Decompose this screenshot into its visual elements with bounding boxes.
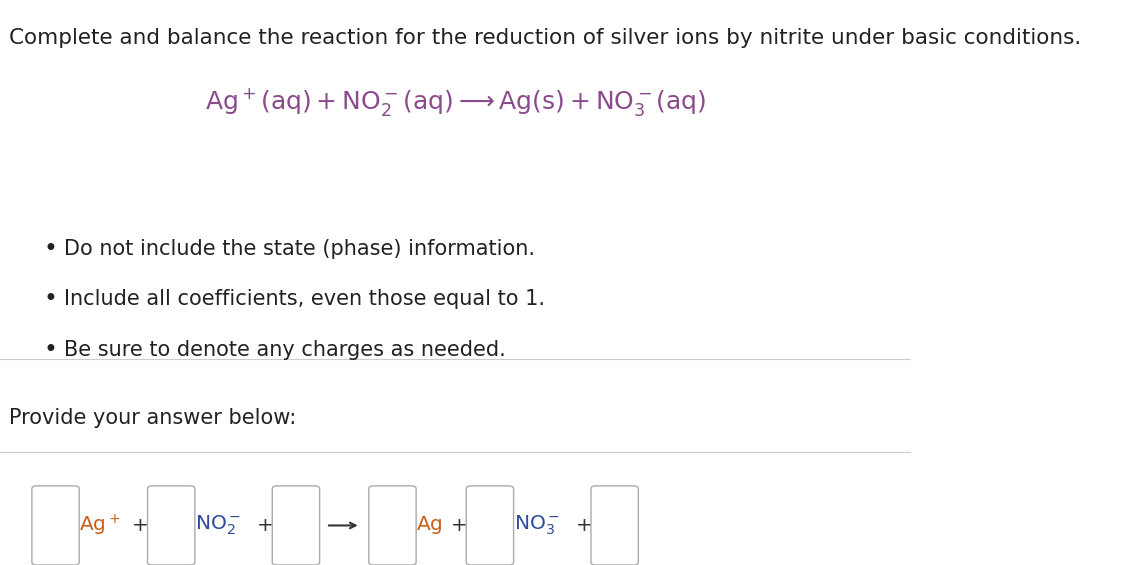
Text: $\mathrm{Ag^+(aq) + NO_2^-(aq) \longrightarrow Ag(s) + NO_3^-(aq)}$: $\mathrm{Ag^+(aq) + NO_2^-(aq) \longrigh… [204,86,706,118]
Text: +: + [257,516,274,535]
FancyBboxPatch shape [467,486,514,565]
Text: $\mathrm{Ag}$: $\mathrm{Ag}$ [416,515,443,536]
Text: Be sure to denote any charges as needed.: Be sure to denote any charges as needed. [64,340,506,360]
Text: $\mathrm{NO_2^-}$: $\mathrm{NO_2^-}$ [195,514,241,537]
Text: +: + [451,516,468,535]
Text: $\mathrm{NO_3^-}$: $\mathrm{NO_3^-}$ [514,514,560,537]
Text: +: + [576,516,592,535]
Text: •: • [43,237,57,260]
FancyBboxPatch shape [31,486,80,565]
Text: Do not include the state (phase) information.: Do not include the state (phase) informa… [64,238,535,259]
Text: +: + [132,516,149,535]
Text: •: • [43,338,57,362]
FancyBboxPatch shape [147,486,195,565]
Text: Include all coefficients, even those equal to 1.: Include all coefficients, even those equ… [64,289,545,310]
FancyBboxPatch shape [369,486,416,565]
FancyBboxPatch shape [273,486,320,565]
FancyBboxPatch shape [591,486,638,565]
Text: Provide your answer below:: Provide your answer below: [9,408,296,428]
Text: $\mathrm{Ag^+}$: $\mathrm{Ag^+}$ [80,513,121,538]
Text: •: • [43,288,57,311]
Text: Complete and balance the reaction for the reduction of silver ions by nitrite un: Complete and balance the reaction for th… [9,28,1082,48]
